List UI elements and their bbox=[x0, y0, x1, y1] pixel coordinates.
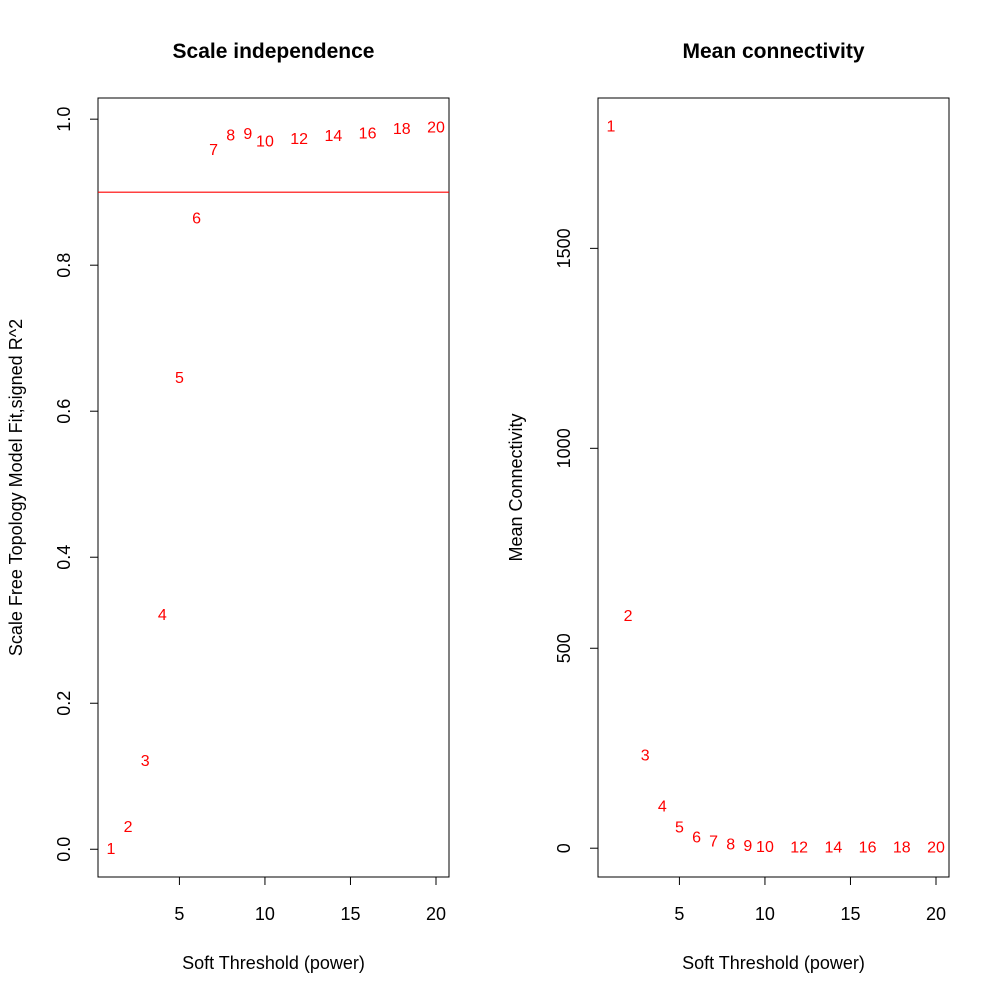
y-tick-label: 0.4 bbox=[54, 545, 74, 570]
x-axis-label: Soft Threshold (power) bbox=[682, 953, 865, 973]
x-tick-label: 20 bbox=[426, 904, 446, 924]
data-point-label: 8 bbox=[226, 127, 235, 144]
x-tick-label: 15 bbox=[840, 904, 860, 924]
data-point-label: 6 bbox=[192, 211, 201, 228]
data-point-label: 8 bbox=[726, 837, 735, 854]
data-point-label: 7 bbox=[209, 142, 218, 159]
y-axis-label: Scale Free Topology Model Fit,signed R^2 bbox=[6, 319, 26, 656]
data-point-label: 12 bbox=[290, 131, 308, 148]
x-tick-label: 10 bbox=[755, 904, 775, 924]
data-point-label: 5 bbox=[175, 370, 184, 387]
y-tick-label: 0.6 bbox=[54, 399, 74, 424]
data-point-label: 20 bbox=[427, 119, 445, 136]
data-point-label: 18 bbox=[893, 840, 911, 857]
plot-frame bbox=[97, 97, 450, 878]
data-point-label: 3 bbox=[641, 748, 650, 765]
data-point-label: 12 bbox=[790, 839, 808, 856]
data-point-label: 14 bbox=[824, 840, 842, 857]
chart-title: Mean connectivity bbox=[682, 40, 864, 63]
y-tick-label: 0.8 bbox=[54, 253, 74, 278]
y-tick-label: 0 bbox=[554, 843, 574, 853]
data-point-label: 9 bbox=[743, 838, 752, 855]
x-tick-label: 15 bbox=[340, 904, 360, 924]
x-tick-label: 5 bbox=[174, 904, 184, 924]
data-point-label: 4 bbox=[158, 607, 167, 624]
y-tick-label: 0.2 bbox=[54, 691, 74, 716]
data-point-label: 7 bbox=[709, 834, 718, 851]
y-tick-label: 0.0 bbox=[54, 837, 74, 862]
data-point-label: 2 bbox=[124, 819, 133, 836]
x-tick-label: 5 bbox=[674, 904, 684, 924]
x-tick-label: 20 bbox=[926, 904, 946, 924]
y-tick-label: 500 bbox=[554, 633, 574, 663]
x-axis-label: Soft Threshold (power) bbox=[182, 953, 365, 973]
data-point-label: 3 bbox=[141, 753, 150, 770]
data-point-label: 1 bbox=[107, 841, 116, 858]
data-point-label: 18 bbox=[393, 121, 411, 138]
chart-title: Scale independence bbox=[173, 40, 375, 63]
data-point-label: 14 bbox=[324, 128, 342, 145]
mean-connectivity-panel: Mean connectivity Soft Threshold (power) M… bbox=[506, 40, 950, 973]
data-point-label: 6 bbox=[692, 829, 701, 846]
data-point-label: 5 bbox=[675, 820, 684, 837]
y-tick-label: 1.0 bbox=[54, 107, 74, 132]
y-tick-label: 1000 bbox=[554, 428, 574, 468]
data-point-label: 2 bbox=[624, 608, 633, 625]
data-point-label: 9 bbox=[243, 126, 252, 143]
data-point-label: 16 bbox=[859, 840, 877, 857]
data-point-label: 16 bbox=[359, 125, 377, 142]
data-point-label: 1 bbox=[607, 118, 616, 135]
x-tick-label: 10 bbox=[255, 904, 275, 924]
y-tick-label: 1500 bbox=[554, 228, 574, 268]
plot-frame bbox=[597, 97, 950, 878]
data-point-label: 10 bbox=[256, 133, 274, 150]
y-axis-label: Mean Connectivity bbox=[506, 413, 526, 561]
data-point-label: 20 bbox=[927, 840, 945, 857]
scale-independence-panel: Scale independence Soft Threshold (power)… bbox=[6, 40, 450, 973]
data-point-label: 4 bbox=[658, 799, 667, 816]
data-point-label: 10 bbox=[756, 839, 774, 856]
